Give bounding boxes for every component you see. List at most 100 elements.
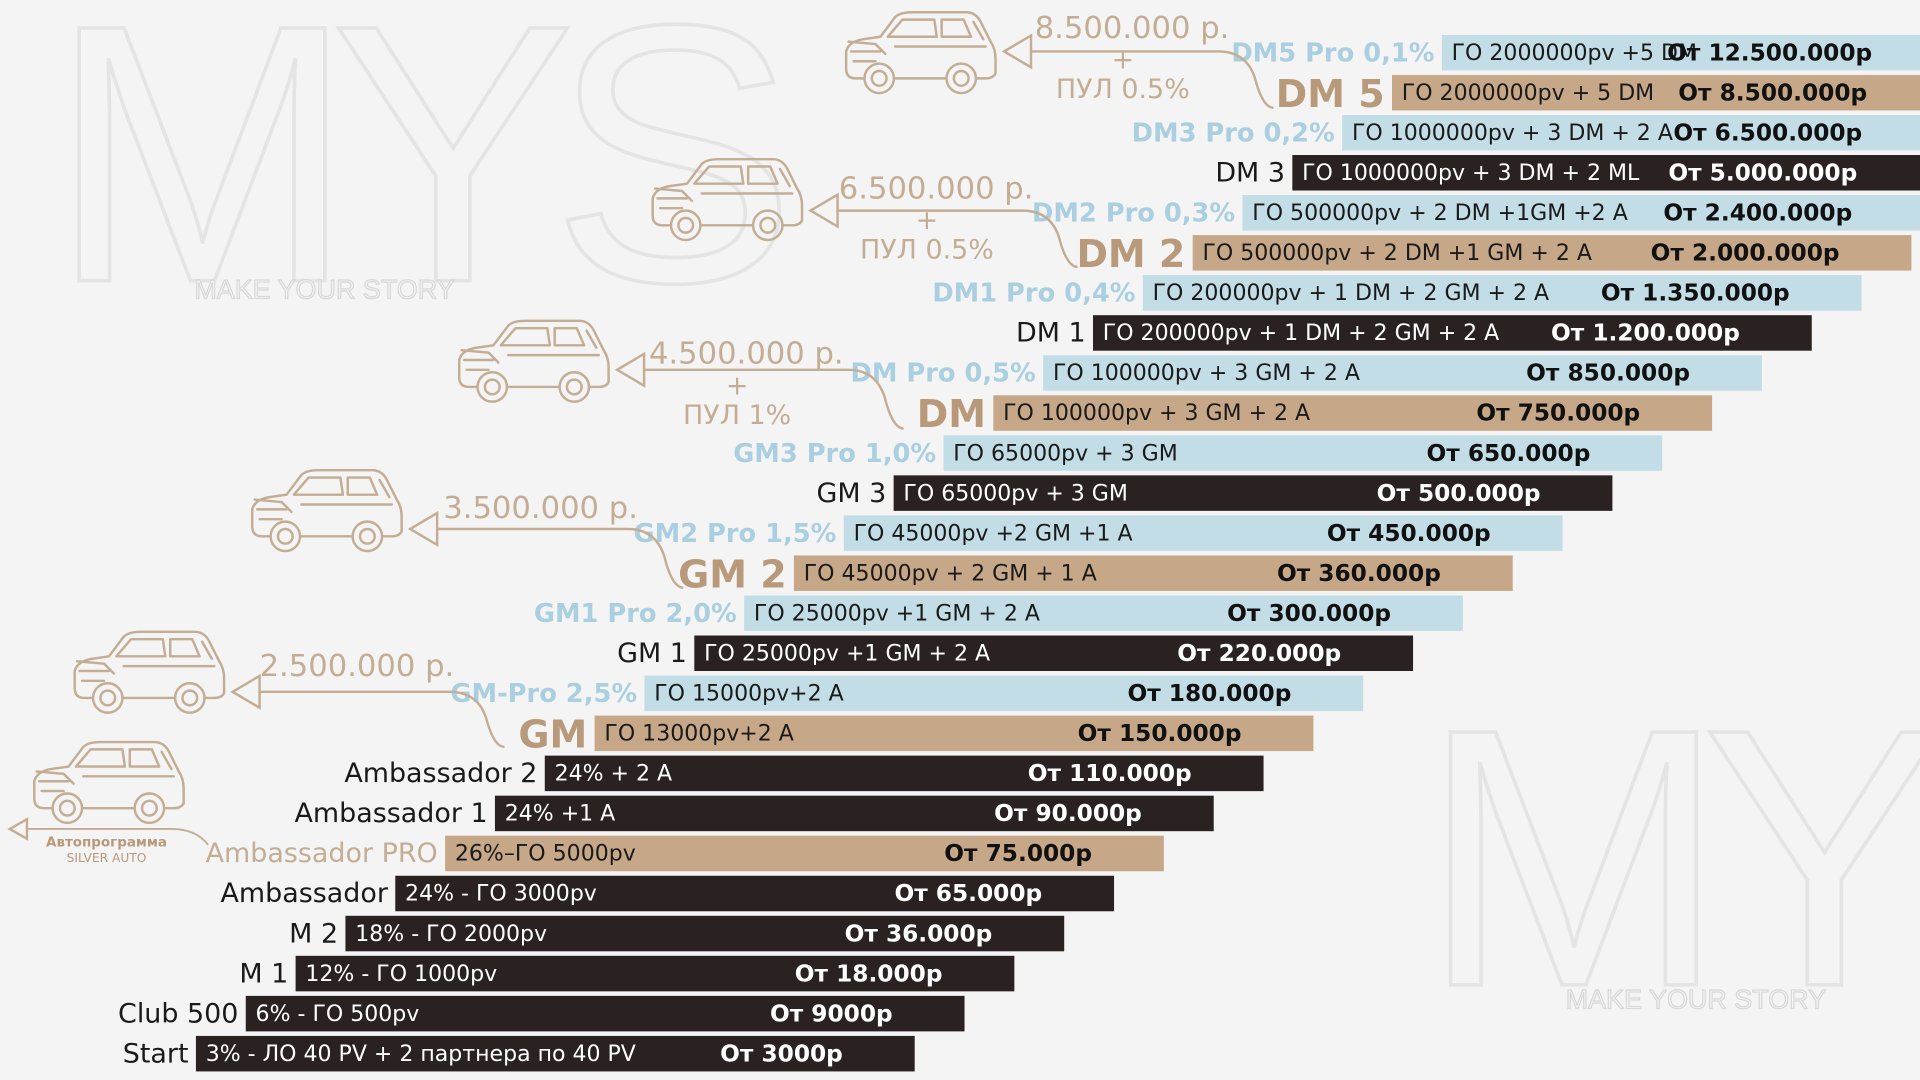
arrow-head: [7, 817, 29, 841]
level-condition: ГО 2000000pv + 5 DM: [1402, 81, 1654, 106]
level-bar: [843, 515, 1563, 551]
level-condition: ГО 1000000pv + 3 DM + 2 A: [1352, 121, 1673, 146]
car-amount: 6.500.000 р.: [839, 171, 1034, 206]
level-name: DM 1: [1016, 318, 1086, 349]
level-condition: 24% +1 A: [505, 802, 616, 827]
arrow-head: [808, 192, 839, 229]
level-bar: [744, 595, 1463, 631]
level-bar: [1242, 195, 1920, 231]
level-amount: От 500.000р: [1377, 480, 1541, 507]
level-amount: От 2.000.000р: [1651, 240, 1840, 267]
level-amount: От 3000р: [720, 1040, 843, 1067]
connector: [26, 828, 209, 846]
level-condition: ГО 45000pv + 2 GM + 1 A: [804, 561, 1097, 586]
level-bar: [1092, 315, 1812, 351]
level-condition: 18% - ГО 2000pv: [355, 922, 547, 947]
level-amount: От 220.000р: [1177, 640, 1341, 667]
level-name: DM 5: [1276, 72, 1385, 116]
level-amount: От 750.000р: [1476, 400, 1640, 427]
connector: [259, 690, 505, 749]
level-name: M 1: [239, 958, 288, 989]
arrow-head: [230, 673, 261, 710]
level-condition: ГО 200000pv + 1 DM + 2 GM + 2 A: [1103, 321, 1500, 346]
car-icon: [844, 11, 997, 95]
level-bar: [544, 755, 1264, 792]
silver-auto-title: Автопрограмма: [46, 835, 167, 850]
level-name: Club 500: [118, 998, 238, 1029]
level-bar: [395, 875, 1115, 912]
level-condition: ГО 2000000pv +5 DM: [1452, 41, 1697, 66]
level-name: DM5 Pro 0,1%: [1231, 38, 1434, 68]
car-amount: 4.500.000 р.: [649, 337, 844, 372]
level-name: GM1 Pro 2,0%: [534, 599, 737, 629]
level-condition: ГО 25000pv +1 GM + 2 A: [704, 641, 990, 666]
level-bar: [893, 475, 1613, 511]
car-icon: [33, 740, 185, 825]
level-name: DM Pro 0,5%: [851, 359, 1036, 389]
level-bar: [594, 715, 1314, 752]
level-condition: ГО 500000pv + 2 DM +1 GM + 2 A: [1202, 241, 1591, 266]
level-condition: ГО 45000pv +2 GM +1 A: [854, 521, 1133, 546]
level-bar: [1142, 275, 1862, 311]
level-amount: От 180.000р: [1127, 680, 1291, 707]
level-name: DM: [917, 392, 986, 436]
level-name: GM 1: [617, 638, 687, 669]
level-name: DM 2: [1076, 232, 1185, 276]
level-condition: ГО 200000pv + 1 DM + 2 GM + 2 A: [1153, 281, 1550, 306]
level-name: GM 2: [678, 552, 787, 596]
logo-watermark: MYS: [1420, 652, 1920, 1063]
level-condition: ГО 65000pv + 3 GM: [953, 441, 1177, 466]
level-condition: 12% - ГО 1000pv: [305, 962, 497, 987]
level-condition: ГО 15000pv+2 A: [654, 682, 843, 707]
level-name: Ambassador 2: [344, 758, 537, 789]
level-bar: [195, 1035, 915, 1072]
level-bar: [245, 995, 965, 1032]
car-pool: ПУЛ 0.5%: [1056, 74, 1190, 105]
level-condition: ГО 1000000pv + 3 DM + 2 ML: [1302, 161, 1640, 186]
level-amount: От 1.350.000р: [1601, 280, 1790, 307]
level-name: GM: [518, 713, 587, 757]
level-name: Ambassador: [220, 878, 388, 909]
level-condition: ГО 65000pv + 3 GM: [903, 481, 1127, 506]
silver-auto-subtitle: SILVER AUTO: [67, 851, 147, 865]
car-amount: 3.500.000 р.: [443, 491, 638, 526]
level-condition: 24% + 2 A: [555, 762, 673, 787]
level-condition: ГО 100000pv + 3 GM + 2 A: [1003, 401, 1310, 426]
level-bar: [1043, 355, 1762, 391]
level-amount: От 150.000р: [1078, 720, 1242, 747]
level-name: GM-Pro 2,5%: [450, 679, 637, 709]
level-name: GM 3: [817, 478, 887, 509]
level-bar: [445, 835, 1164, 872]
level-name: DM1 Pro 0,4%: [932, 279, 1135, 309]
level-condition: 6% - ГО 500pv: [256, 1002, 420, 1027]
level-amount: От 650.000р: [1426, 440, 1590, 467]
slogan-watermark: MAKE YOUR STORY: [1566, 985, 1826, 1015]
level-amount: От 1.200.000р: [1551, 320, 1740, 347]
level-name: M 2: [289, 918, 338, 949]
level-bar: [345, 915, 1065, 952]
level-bar: [1292, 155, 1920, 191]
car-icon: [73, 630, 226, 714]
level-name: DM3 Pro 0,2%: [1132, 118, 1335, 148]
level-amount: От 75.000р: [944, 840, 1092, 867]
level-amount: От 90.000р: [994, 800, 1142, 827]
car-icon: [251, 468, 403, 553]
level-amount: От 8.500.000р: [1678, 79, 1867, 106]
level-bar: [793, 555, 1513, 591]
level-bar: [295, 955, 1015, 992]
level-amount: От 18.000р: [795, 960, 943, 987]
connector: [437, 527, 684, 589]
level-amount: От 65.000р: [894, 880, 1042, 907]
car-plus: +: [1112, 45, 1135, 76]
connector: [837, 209, 1078, 269]
level-condition: 26%–ГО 5000pv: [455, 842, 636, 867]
car-pool: ПУЛ 0.5%: [860, 235, 994, 266]
logo-watermark: MYS: [49, 0, 781, 359]
level-condition: ГО 25000pv +1 GM + 2 A: [754, 601, 1040, 626]
level-amount: От 36.000р: [845, 920, 993, 947]
level-name: Ambassador 1: [294, 798, 487, 829]
level-name: GM2 Pro 1,5%: [634, 519, 837, 549]
arrow-head: [1001, 33, 1033, 70]
